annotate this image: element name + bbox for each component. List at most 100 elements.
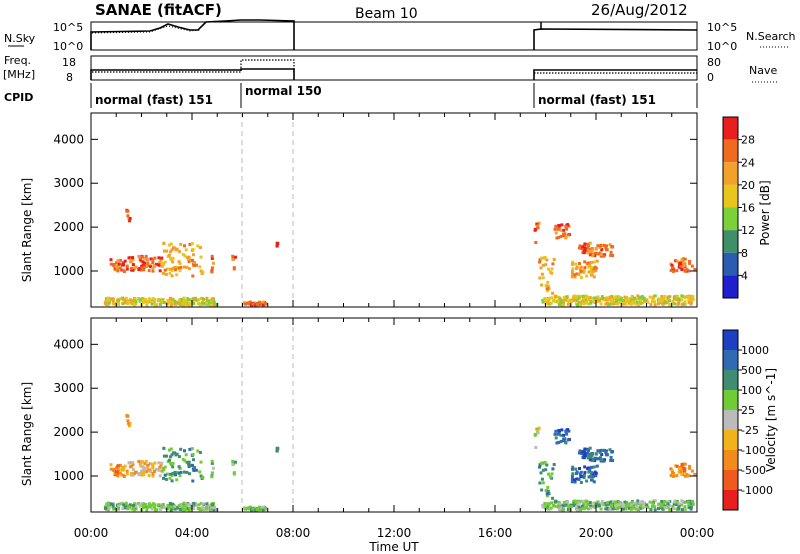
range-gate-cell: [107, 301, 111, 305]
range-gate-cell: [118, 258, 122, 262]
range-gate-cell: [677, 265, 681, 269]
range-gate-cell: [537, 426, 541, 430]
range-gate-cell: [137, 254, 141, 258]
range-gate-cell: [552, 258, 556, 261]
range-gate-cell: [580, 452, 584, 456]
range-gate-cell: [572, 299, 576, 303]
range-gate-cell: [117, 299, 121, 303]
scatter-cluster-6: [231, 459, 237, 476]
time-axis-labels: 00:00 04:00 08:00 12:00 16:00 20:00 00:00: [74, 526, 715, 540]
range-gate-cell: [563, 437, 567, 441]
range-gate-cell: [675, 298, 679, 302]
range-gate-cell: [158, 465, 162, 469]
range-gate-cell: [534, 241, 538, 244]
range-gate-cell: [592, 480, 596, 484]
range-gate-cell: [126, 302, 130, 306]
range-gate-cell: [151, 472, 155, 476]
range-gate-cell: [671, 269, 675, 273]
range-gate-cell: [566, 299, 570, 303]
range-gate-cell: [199, 474, 203, 478]
range-gate-cell: [576, 508, 579, 512]
range-gate-cell: [126, 507, 130, 511]
range-gate-cell: [130, 301, 133, 305]
range-gate-cell: [575, 298, 579, 302]
range-gate-cell: [572, 500, 576, 504]
range-gate-cell: [675, 464, 679, 468]
range-gate-cell: [679, 469, 683, 473]
range-gate-cell: [127, 300, 131, 304]
range-gate-cell: [153, 461, 157, 465]
range-gate-cell: [181, 458, 185, 461]
range-gate-cell: [169, 267, 172, 271]
range-gate-cell: [581, 499, 585, 503]
range-gate-cell: [672, 507, 676, 511]
range-gate-cell: [170, 268, 174, 272]
range-gate-cell: [610, 298, 614, 302]
range-gate-cell: [594, 452, 598, 456]
range-gate-cell: [689, 302, 693, 306]
range-gate-cell: [579, 265, 583, 269]
range-gate-cell: [605, 506, 609, 510]
range-gate-cell: [534, 446, 538, 449]
range-gate-cell: [140, 268, 144, 272]
range-gate-cell: [617, 296, 621, 299]
range-gate-cell: [117, 504, 121, 508]
site-title: SANAE (fitACF): [95, 1, 222, 19]
range-gate-cell: [599, 458, 603, 462]
range-gate-cell: [170, 453, 174, 457]
range-gate-cell: [143, 256, 147, 260]
range-gate-cell: [581, 245, 584, 249]
range-gate-cell: [163, 465, 167, 469]
range-gate-cell: [162, 506, 166, 510]
range-gate-cell: [205, 506, 208, 510]
range-gate-cell: [255, 508, 259, 512]
range-gate-cell: [545, 494, 549, 498]
range-gate-cell: [261, 303, 265, 307]
range-gate-cell: [681, 261, 685, 265]
range-gate-cell: [554, 436, 558, 440]
range-gate-cell: [181, 302, 185, 306]
range-gate-cell: [578, 499, 582, 503]
range-gate-cell: [592, 275, 596, 279]
range-gate-cell: [571, 465, 575, 469]
range-gate-cell: [574, 262, 578, 266]
range-gate-cell: [544, 489, 548, 493]
range-gate-cell: [181, 507, 185, 511]
range-gate-cell: [145, 265, 149, 269]
range-gate-cell: [636, 499, 640, 503]
range-gate-cell: [595, 259, 599, 263]
scatter-cluster-10: [538, 256, 556, 295]
range-gate-cell: [137, 268, 141, 272]
scatter-cluster-11: [553, 223, 571, 240]
range-gate-cell: [178, 269, 182, 273]
range-gate-cell: [599, 302, 603, 306]
nsky-ytick-bottom: 10^0: [53, 40, 83, 53]
range-gate-cell: [194, 468, 198, 472]
range-gate-cell: [579, 481, 583, 484]
range-gate-cell: [169, 256, 172, 260]
range-gate-cell: [199, 507, 203, 511]
range-gate-cell: [199, 302, 203, 306]
range-gate-cell: [566, 233, 570, 237]
range-gate-cell: [174, 473, 177, 477]
colorbar-tick-label: 16: [741, 202, 755, 215]
cpid-label: CPID: [4, 91, 33, 104]
range-gate-cell: [570, 262, 574, 266]
range-gate-cell: [590, 465, 593, 469]
range-gate-cell: [611, 302, 615, 306]
range-gate-cell: [675, 302, 679, 306]
range-gate-cell: [163, 268, 167, 272]
range-gate-cell: [600, 297, 604, 301]
range-gate-cell: [648, 500, 652, 504]
range-gate-cell: [593, 459, 597, 463]
range-gate-cell: [151, 502, 155, 506]
range-gate-cell: [583, 298, 587, 302]
range-gate-cell: [109, 262, 113, 266]
range-gate-cell: [540, 283, 544, 287]
range-gate-cell: [590, 471, 593, 475]
range-gate-cell: [594, 297, 598, 301]
range-gate-cell: [173, 506, 177, 510]
range-gate-cell: [675, 507, 679, 511]
colorbar-segment: [723, 470, 738, 490]
range-gate-cell: [134, 299, 138, 303]
